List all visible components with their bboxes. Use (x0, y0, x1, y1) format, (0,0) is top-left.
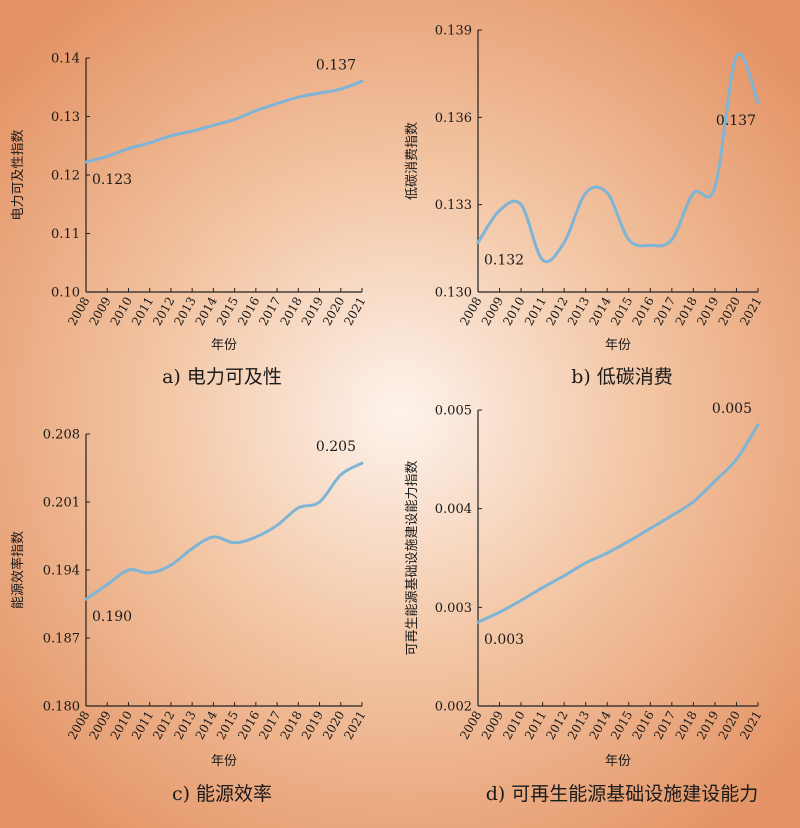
y-tick-label: 0.12 (51, 169, 80, 184)
data-label: 0.190 (92, 609, 132, 625)
x-tick-label: 2021 (737, 295, 764, 328)
y-tick-label: 0.005 (435, 404, 472, 419)
panel-d: 0.0020.0030.0040.00520082009201020112012… (405, 401, 765, 805)
x-axis-label: 年份 (211, 754, 237, 769)
x-tick-label: 2021 (737, 709, 764, 742)
y-axis-label: 低碳消费指数 (405, 122, 420, 200)
x-tick-label: 2021 (341, 295, 368, 328)
panel-caption: c) 能源效率 (172, 783, 272, 805)
y-tick-label: 0.208 (43, 428, 80, 443)
series-line (84, 461, 364, 601)
data-label: 0.205 (316, 439, 356, 455)
panel-caption: b) 低碳消费 (571, 366, 673, 388)
data-label: 0.137 (316, 57, 356, 73)
data-label: 0.132 (484, 253, 524, 269)
y-tick-label: 0.180 (43, 700, 80, 715)
x-axis-label: 年份 (605, 754, 631, 769)
y-tick-label: 0.133 (435, 198, 472, 213)
data-label: 0.137 (716, 113, 756, 129)
data-label: 0.123 (92, 172, 132, 188)
x-axis-label: 年份 (211, 338, 237, 353)
panel-caption: a) 电力可及性 (162, 366, 282, 388)
series-line (476, 52, 760, 263)
y-tick-label: 0.187 (43, 632, 80, 647)
data-label: 0.005 (712, 401, 752, 417)
y-tick-label: 0.194 (43, 564, 80, 579)
y-tick-label: 0.004 (435, 502, 472, 517)
y-axis-label: 电力可及性指数 (11, 129, 26, 220)
y-tick-label: 0.130 (435, 286, 472, 301)
y-axis-label: 可再生能源基础设施建设能力指数 (405, 460, 420, 655)
y-tick-label: 0.10 (51, 286, 80, 301)
y-tick-label: 0.11 (51, 227, 80, 242)
series-line (84, 79, 364, 164)
y-tick-label: 0.002 (435, 700, 472, 715)
series-line (476, 423, 760, 624)
y-tick-label: 0.201 (43, 496, 80, 511)
x-axis-label: 年份 (605, 338, 631, 353)
panel-caption: d) 可再生能源基础设施建设能力 (486, 783, 759, 805)
y-tick-label: 0.003 (435, 601, 472, 616)
y-tick-label: 0.13 (51, 110, 80, 125)
panel-a: 0.100.110.120.130.1420082009201020112012… (11, 52, 369, 389)
data-label: 0.003 (484, 632, 524, 648)
y-axis-label: 能源效率指数 (10, 531, 26, 609)
y-tick-label: 0.14 (51, 52, 80, 67)
y-tick-label: 0.136 (435, 111, 472, 126)
panel-c: 0.1800.1870.1940.2010.208200820092010201… (10, 428, 369, 806)
y-tick-label: 0.139 (435, 24, 472, 39)
x-tick-label: 2021 (341, 709, 368, 742)
panel-b: 0.1300.1330.1360.13920082009201020112012… (405, 24, 765, 389)
